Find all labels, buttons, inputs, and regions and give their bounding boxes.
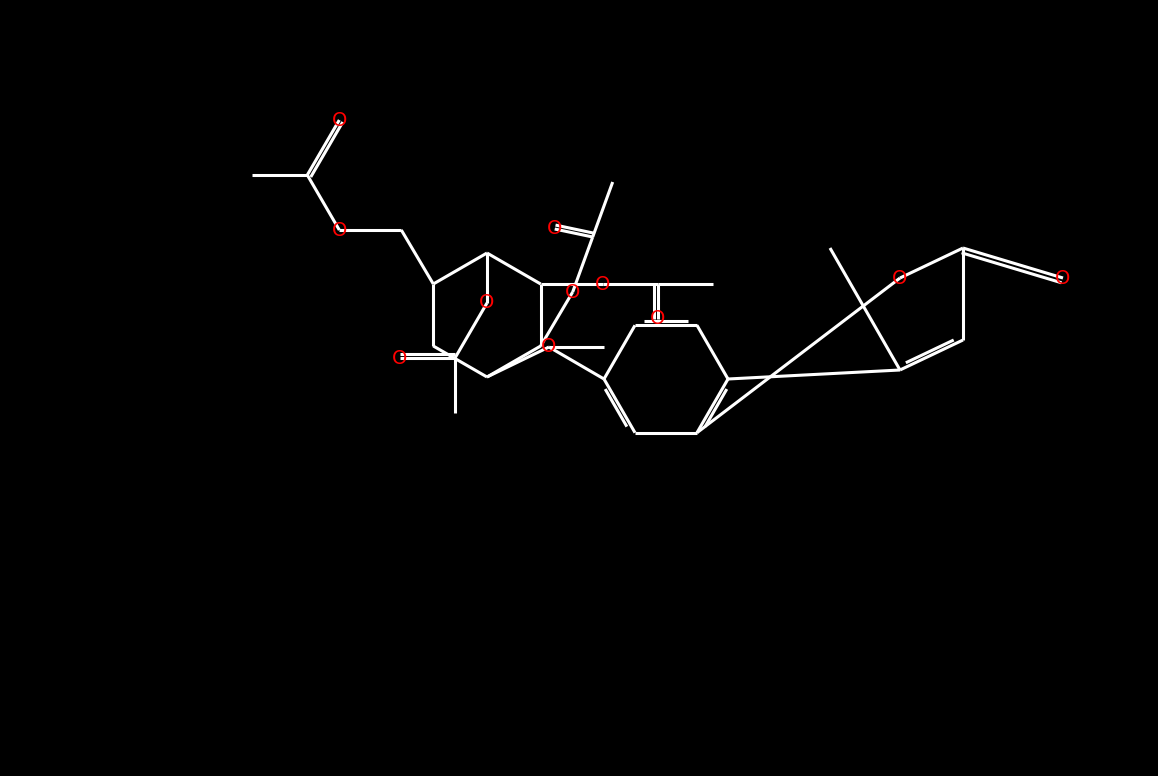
Text: O: O xyxy=(547,220,563,238)
Text: O: O xyxy=(565,282,580,302)
Text: O: O xyxy=(1055,268,1071,287)
Text: O: O xyxy=(893,268,908,287)
Text: O: O xyxy=(541,338,557,356)
Text: O: O xyxy=(650,310,666,328)
Text: O: O xyxy=(331,110,347,130)
Text: O: O xyxy=(595,275,610,293)
Text: O: O xyxy=(331,220,347,240)
Text: O: O xyxy=(393,348,408,368)
Text: O: O xyxy=(479,293,494,313)
